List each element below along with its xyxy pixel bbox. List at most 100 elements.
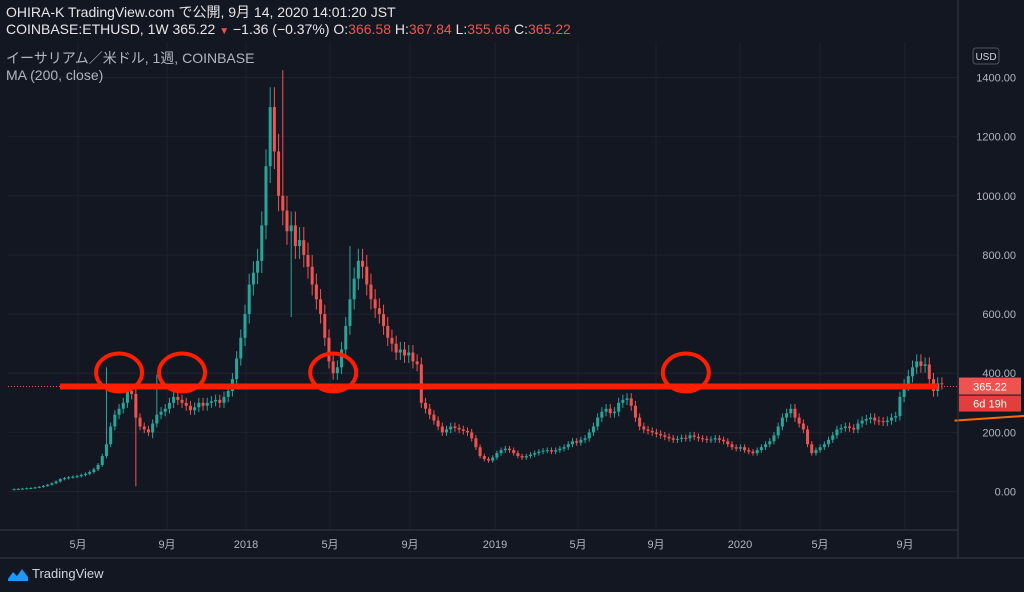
instrument-label[interactable]: イーサリアム／米ドル, 1週, COINBASE — [6, 50, 255, 66]
candle-body — [747, 450, 751, 452]
candle-body — [235, 358, 239, 380]
candle-body — [911, 367, 915, 377]
highlight-circle — [308, 351, 359, 394]
candle-body — [340, 349, 344, 368]
candle-body — [566, 444, 570, 448]
candle-body — [306, 254, 310, 267]
candle-body — [617, 402, 621, 412]
candle-body — [440, 426, 444, 433]
candle-body — [163, 408, 167, 412]
candle-body — [499, 450, 503, 454]
candle-body — [428, 408, 432, 415]
candle-body — [940, 383, 944, 385]
time-axis[interactable]: 5月 9月 2018 5月 9月 2019 5月 9月 2020 5月 9月 — [0, 529, 1024, 559]
candle-body — [369, 284, 373, 300]
candle-body — [675, 438, 679, 440]
candle-body — [541, 450, 545, 452]
candle-body — [562, 447, 566, 449]
time-tick-label: 2018 — [234, 539, 258, 551]
candle-body — [159, 411, 163, 415]
candle-body — [881, 421, 885, 423]
candle-body — [134, 393, 138, 418]
candle-body — [663, 435, 667, 437]
candle-body — [608, 408, 612, 414]
candle-body — [411, 352, 415, 362]
tradingview-logo[interactable]: TradingView — [8, 566, 104, 581]
candle-body — [591, 426, 595, 433]
candle-body — [596, 417, 600, 427]
candle-body — [600, 411, 604, 418]
candle-body — [130, 390, 134, 394]
tradingview-logo-icon — [8, 568, 28, 581]
candle-body — [88, 472, 92, 474]
candle-body — [570, 441, 574, 445]
currency-badge — [972, 47, 1000, 65]
candle-body — [923, 364, 927, 366]
low-value: 355.66 — [467, 21, 511, 37]
candle-body — [62, 478, 66, 480]
symbol-label: COINBASE:ETHUSD, 1W 365.22 — [6, 21, 216, 37]
high-label: H: — [394, 21, 409, 37]
candle-body — [860, 420, 864, 424]
last-price-tag — [959, 377, 1021, 395]
candle-body — [92, 469, 96, 473]
candle-body — [113, 414, 117, 427]
candle-body — [818, 447, 822, 451]
candle-body — [579, 439, 583, 443]
candle-body — [394, 343, 398, 353]
candle-body — [646, 429, 650, 431]
indicator-label[interactable]: MA (200, close) — [6, 67, 104, 83]
candle-body — [680, 437, 684, 439]
candle-body — [239, 337, 243, 359]
change-value: −1.36 (−0.37%) — [232, 21, 330, 37]
candle-body — [361, 260, 365, 267]
candle-body — [814, 450, 818, 454]
candle-body — [696, 436, 700, 439]
candle-body — [79, 474, 83, 477]
candle-body — [386, 325, 390, 338]
candle-body — [226, 390, 230, 397]
candle-body — [486, 459, 491, 461]
candle-body — [856, 423, 860, 430]
price-axis[interactable]: USD 1400.00 1200.00 1000.00 800.00 600.00 400.… — [957, 0, 1021, 558]
candle-body — [638, 417, 642, 427]
countdown-value: 6d 19h — [973, 399, 1007, 411]
candle-body — [25, 488, 29, 490]
candle-body — [344, 325, 348, 350]
candle-body — [373, 299, 377, 309]
candle-body — [214, 399, 218, 402]
candle-body — [659, 433, 663, 436]
candle-body — [629, 398, 633, 406]
candle-body — [528, 454, 532, 457]
candle-body — [873, 417, 877, 421]
candle-body — [335, 367, 339, 374]
time-tick-label: 5月 — [569, 539, 586, 551]
candle-body — [919, 361, 923, 366]
candle-body — [453, 426, 457, 428]
candle-body — [100, 456, 104, 465]
candle-body — [218, 399, 222, 403]
candle-body — [642, 426, 646, 430]
candle-body — [537, 451, 541, 454]
candle-body — [793, 408, 797, 418]
candle-body — [759, 447, 763, 451]
candle-body — [470, 432, 474, 439]
candle-body — [205, 402, 209, 406]
candle-body — [831, 435, 835, 440]
candle-body — [869, 417, 873, 420]
candle-body — [193, 407, 197, 411]
brand-label: TradingView — [32, 566, 104, 581]
candle-body — [348, 299, 352, 326]
candle-body — [625, 398, 629, 400]
annotations — [8, 351, 1024, 422]
candle-body — [277, 151, 281, 196]
candle-body — [201, 402, 205, 406]
candle-body — [461, 429, 465, 431]
candle-body — [533, 453, 537, 455]
candle-body — [365, 266, 369, 285]
candle-body — [772, 435, 776, 442]
open-value: 366.58 — [348, 21, 391, 37]
candle-body — [142, 426, 146, 430]
candle-body — [445, 429, 449, 433]
